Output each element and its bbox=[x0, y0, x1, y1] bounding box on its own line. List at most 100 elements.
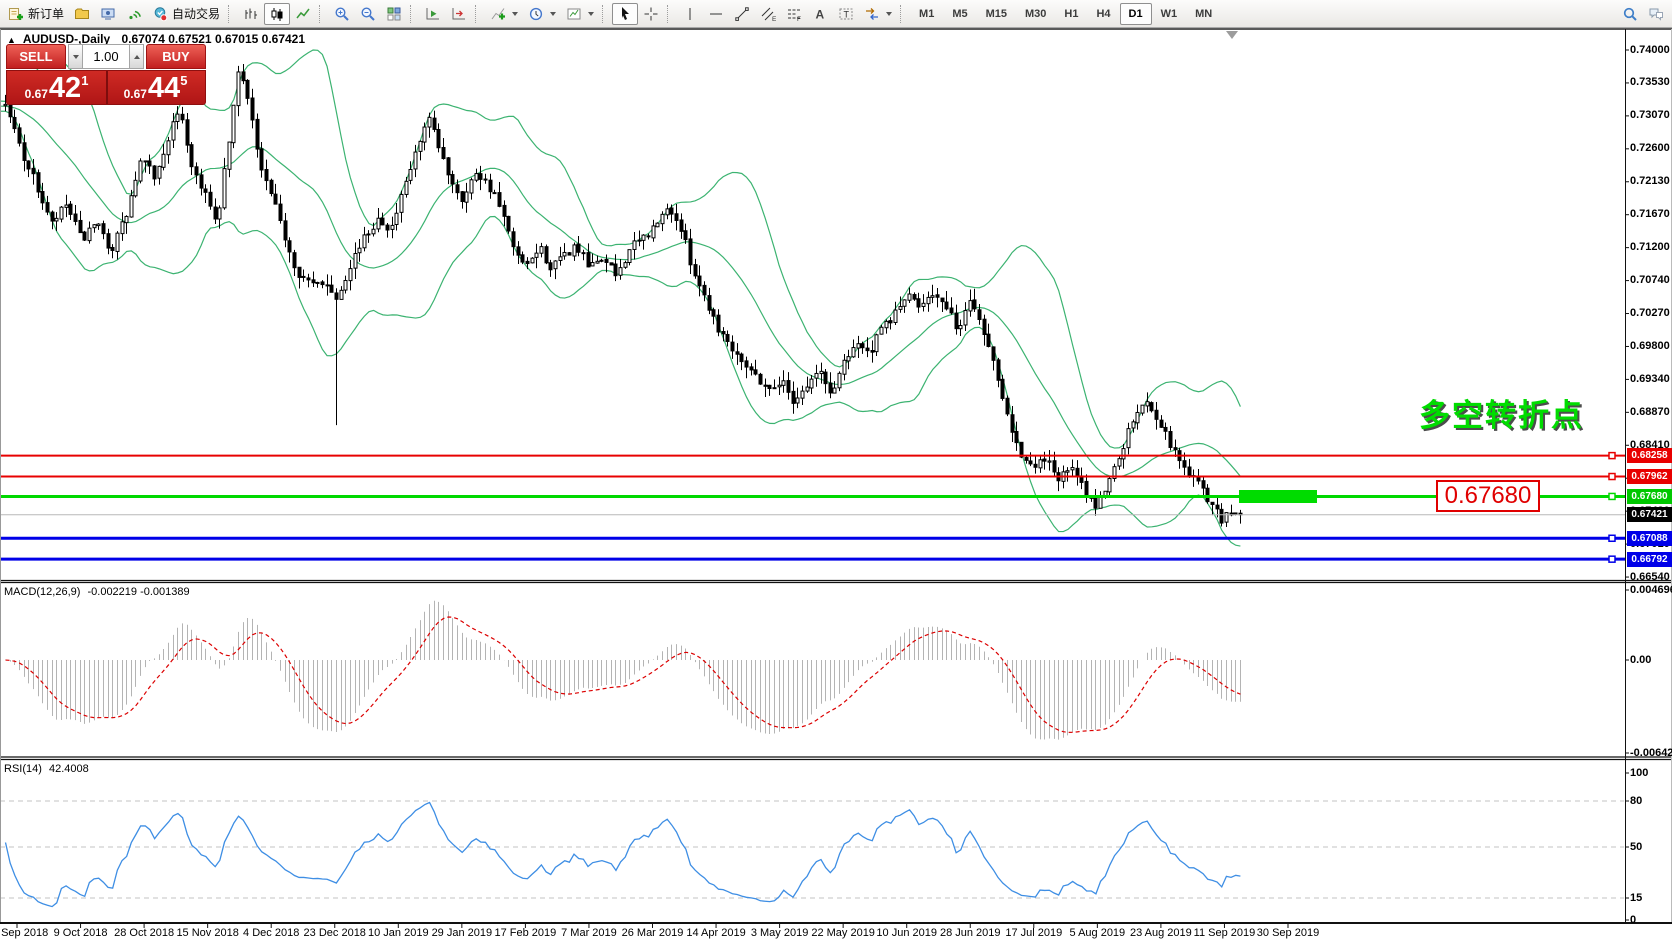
rsi-value: 42.4008 bbox=[48, 763, 89, 775]
timeframe-d1[interactable]: D1 bbox=[1119, 2, 1152, 25]
vertical-line-icon bbox=[682, 6, 698, 22]
timeframe-w1[interactable]: W1 bbox=[1160, 7, 1178, 20]
price-axis-label: 0.70740 bbox=[1630, 274, 1670, 287]
svg-text:F: F bbox=[797, 16, 801, 22]
terminal-button[interactable] bbox=[95, 3, 121, 25]
rsi-axis-label: 80 bbox=[1630, 794, 1643, 807]
crosshair-icon bbox=[643, 6, 659, 22]
chart-title: ▲ AUDUSD-,Daily 0.67074 0.67521 0.67015 … bbox=[7, 32, 305, 46]
current-price-badge: 0.67421 bbox=[1627, 507, 1672, 523]
macd-axis-label: -0.006427 bbox=[1630, 746, 1672, 759]
toolbar-separator bbox=[667, 4, 672, 23]
timeframe-m15[interactable]: M15 bbox=[985, 7, 1007, 20]
volume-decrease-button[interactable] bbox=[68, 44, 83, 69]
date-axis-label: 5 Aug 2019 bbox=[1069, 927, 1126, 939]
arrows-tool-button[interactable] bbox=[859, 3, 897, 25]
zoom-out-button[interactable] bbox=[355, 3, 381, 25]
macd-name: MACD(12,26,9) bbox=[4, 586, 81, 598]
periods-button[interactable] bbox=[523, 3, 561, 25]
templates-button[interactable] bbox=[561, 3, 599, 25]
symbol-period-label: AUDUSD-,Daily bbox=[22, 32, 111, 46]
date-axis-label: 10 Jun 2019 bbox=[876, 927, 937, 939]
timeframe-m1[interactable]: M1 bbox=[919, 7, 935, 20]
chart-shift-icon bbox=[451, 6, 467, 22]
chart-annotation-text[interactable]: 多空转折点 bbox=[1419, 398, 1584, 433]
chart-shift-marker-icon[interactable] bbox=[1226, 31, 1238, 39]
bar-chart-mode-button[interactable] bbox=[238, 3, 264, 25]
toolbar-separator bbox=[475, 4, 480, 23]
channel-tool-button[interactable]: E bbox=[755, 3, 781, 25]
toolbar-separator bbox=[410, 4, 415, 23]
volume-increase-button[interactable] bbox=[129, 44, 144, 69]
candlestick-mode-button[interactable] bbox=[264, 2, 291, 25]
date-axis-label: 23 Aug 2019 bbox=[1129, 927, 1192, 939]
bar-chart-icon bbox=[243, 6, 259, 22]
search-button[interactable] bbox=[1617, 3, 1643, 25]
indicators-button[interactable] bbox=[485, 3, 523, 25]
date-axis-label: 20 Sep 2018 bbox=[0, 927, 49, 939]
price-axis-label: 0.73530 bbox=[1630, 76, 1670, 89]
vertical-line-tool-button[interactable] bbox=[677, 3, 703, 25]
indicators-icon bbox=[490, 6, 506, 22]
charts-button[interactable] bbox=[69, 3, 95, 25]
rsi-axis-label: 50 bbox=[1630, 840, 1643, 853]
price-callout-box[interactable]: 0.67680 bbox=[1436, 480, 1540, 512]
auto-scroll-icon bbox=[425, 6, 441, 22]
sell-price[interactable]: 0.67 42 1 bbox=[7, 71, 106, 104]
volume-input[interactable]: 1.00 bbox=[83, 44, 129, 69]
timeframe-mn[interactable]: MN bbox=[1195, 7, 1213, 20]
line-chart-mode-button[interactable] bbox=[290, 3, 316, 25]
buy-price[interactable]: 0.67 44 5 bbox=[106, 71, 205, 104]
equidistant-channel-icon: E bbox=[760, 6, 776, 22]
text-label-icon: T bbox=[838, 6, 854, 22]
one-click-trading-panel: SELL 1.00 BUY 0.67 42 1 0.67 44 5 bbox=[6, 44, 206, 105]
auto-trading-button[interactable]: 自动交易 bbox=[147, 3, 225, 25]
date-axis-label: 30 Sep 2019 bbox=[1256, 927, 1320, 939]
terminal-icon bbox=[100, 6, 116, 22]
buy-price-base: 0.67 bbox=[123, 87, 147, 101]
text-label-tool-button[interactable]: T bbox=[833, 3, 859, 25]
horizontal-line-tool-button[interactable] bbox=[703, 3, 729, 25]
price-axis-label: 0.74000 bbox=[1630, 43, 1670, 56]
date-axis-label: 29 Jan 2019 bbox=[431, 927, 493, 939]
toolbar-separator bbox=[900, 4, 905, 23]
fibonacci-tool-button[interactable]: F bbox=[781, 3, 807, 25]
text-tool-button[interactable]: A bbox=[807, 3, 833, 25]
trendline-icon bbox=[734, 6, 750, 22]
svg-text:E: E bbox=[772, 16, 776, 22]
rsi-axis-label: 100 bbox=[1630, 766, 1649, 779]
chart-shift-button[interactable] bbox=[446, 3, 472, 25]
signals-button[interactable] bbox=[121, 3, 147, 25]
zoom-out-icon bbox=[360, 6, 376, 22]
cursor-tool-button[interactable] bbox=[612, 2, 639, 25]
timeframe-m30[interactable]: M30 bbox=[1025, 7, 1047, 20]
date-axis-label: 10 Jan 2019 bbox=[368, 927, 429, 939]
svg-text:T: T bbox=[844, 9, 850, 19]
timeframe-h4[interactable]: H4 bbox=[1096, 7, 1111, 20]
community-button[interactable] bbox=[1643, 3, 1669, 25]
tile-windows-button[interactable] bbox=[381, 3, 407, 25]
price-axis-label: 0.72600 bbox=[1630, 142, 1670, 155]
trendline-tool-button[interactable] bbox=[729, 3, 755, 25]
search-icon bbox=[1622, 6, 1638, 22]
new-order-button[interactable]: 新订单 bbox=[3, 3, 69, 25]
buy-button[interactable]: BUY bbox=[146, 44, 206, 69]
zoom-in-button[interactable] bbox=[329, 3, 355, 25]
date-axis-label: 17 Feb 2019 bbox=[494, 927, 557, 939]
date-axis-label: 22 May 2019 bbox=[811, 927, 875, 939]
crosshair-tool-button[interactable] bbox=[638, 3, 664, 25]
timeframe-m5[interactable]: M5 bbox=[952, 7, 968, 20]
template-icon bbox=[566, 6, 582, 22]
sell-button[interactable]: SELL bbox=[6, 44, 66, 69]
volume-stepper: 1.00 bbox=[68, 44, 144, 69]
ohlc-values: 0.67074 0.67521 0.67015 0.67421 bbox=[121, 32, 306, 46]
timeframe-h1[interactable]: H1 bbox=[1064, 7, 1079, 20]
text-icon: A bbox=[812, 6, 828, 22]
macd-indicator-label: MACD(12,26,9) -0.002219 -0.001389 bbox=[4, 586, 190, 598]
level-price-badge: 0.67962 bbox=[1627, 469, 1672, 485]
auto-trading-icon bbox=[152, 6, 168, 22]
price-axis-label: 0.70270 bbox=[1630, 307, 1670, 320]
auto-scroll-button[interactable] bbox=[420, 3, 446, 25]
macd-values: -0.002219 -0.001389 bbox=[87, 586, 190, 598]
